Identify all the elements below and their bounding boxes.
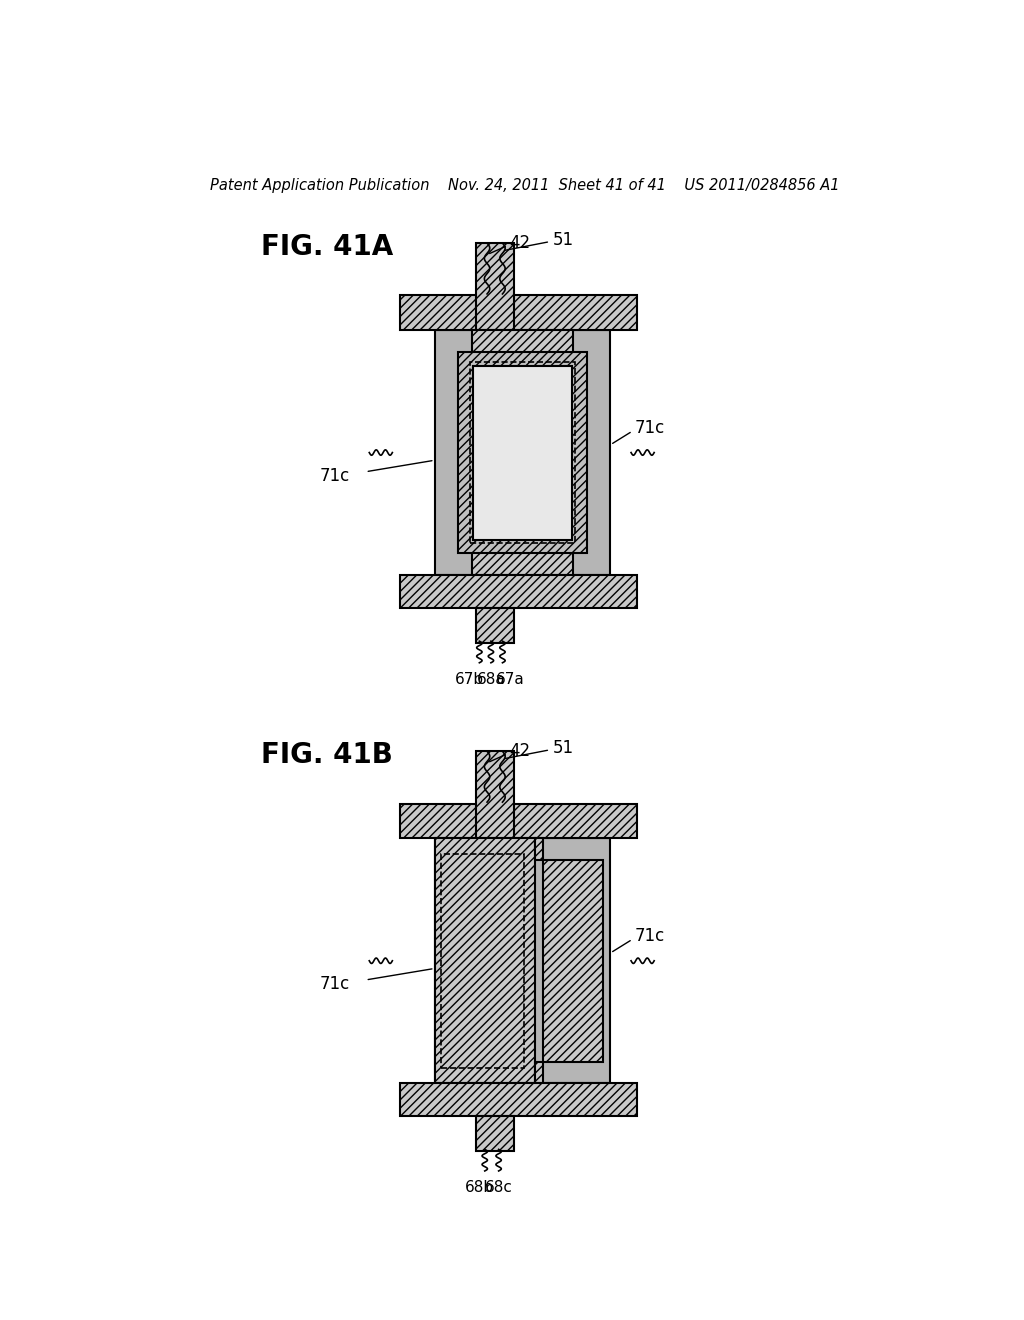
Bar — [543, 859, 602, 1061]
Bar — [458, 351, 587, 553]
Bar — [441, 854, 524, 1068]
Text: 68a: 68a — [476, 672, 505, 688]
Bar — [475, 609, 514, 643]
Text: 71c: 71c — [635, 418, 666, 437]
Bar — [535, 838, 543, 859]
Bar — [472, 330, 573, 576]
Bar — [535, 1061, 543, 1084]
Text: 42: 42 — [509, 234, 530, 252]
Bar — [400, 576, 637, 609]
Text: 67a: 67a — [496, 672, 524, 688]
Text: Patent Application Publication    Nov. 24, 2011  Sheet 41 of 41    US 2011/02848: Patent Application Publication Nov. 24, … — [210, 178, 840, 193]
Text: 67b: 67b — [455, 672, 484, 688]
Bar — [435, 838, 535, 1084]
Text: 51: 51 — [553, 231, 573, 249]
Text: 42: 42 — [509, 742, 530, 760]
Text: 51: 51 — [553, 739, 573, 758]
Text: FIG. 41A: FIG. 41A — [261, 232, 393, 261]
Text: 71c: 71c — [635, 927, 666, 945]
Bar — [400, 1084, 637, 1117]
Bar — [475, 243, 514, 330]
Text: FIG. 41B: FIG. 41B — [261, 741, 393, 770]
Bar — [470, 363, 574, 543]
Bar — [475, 1117, 514, 1151]
Bar — [435, 330, 610, 576]
Bar — [435, 838, 610, 1084]
Bar — [400, 804, 637, 838]
Text: 68c: 68c — [484, 1180, 513, 1196]
Bar — [400, 296, 637, 330]
Text: 71c: 71c — [319, 467, 349, 484]
Bar — [475, 751, 514, 838]
Text: 68b: 68b — [465, 1180, 494, 1196]
Text: 71c: 71c — [319, 975, 349, 993]
Bar — [473, 366, 571, 540]
